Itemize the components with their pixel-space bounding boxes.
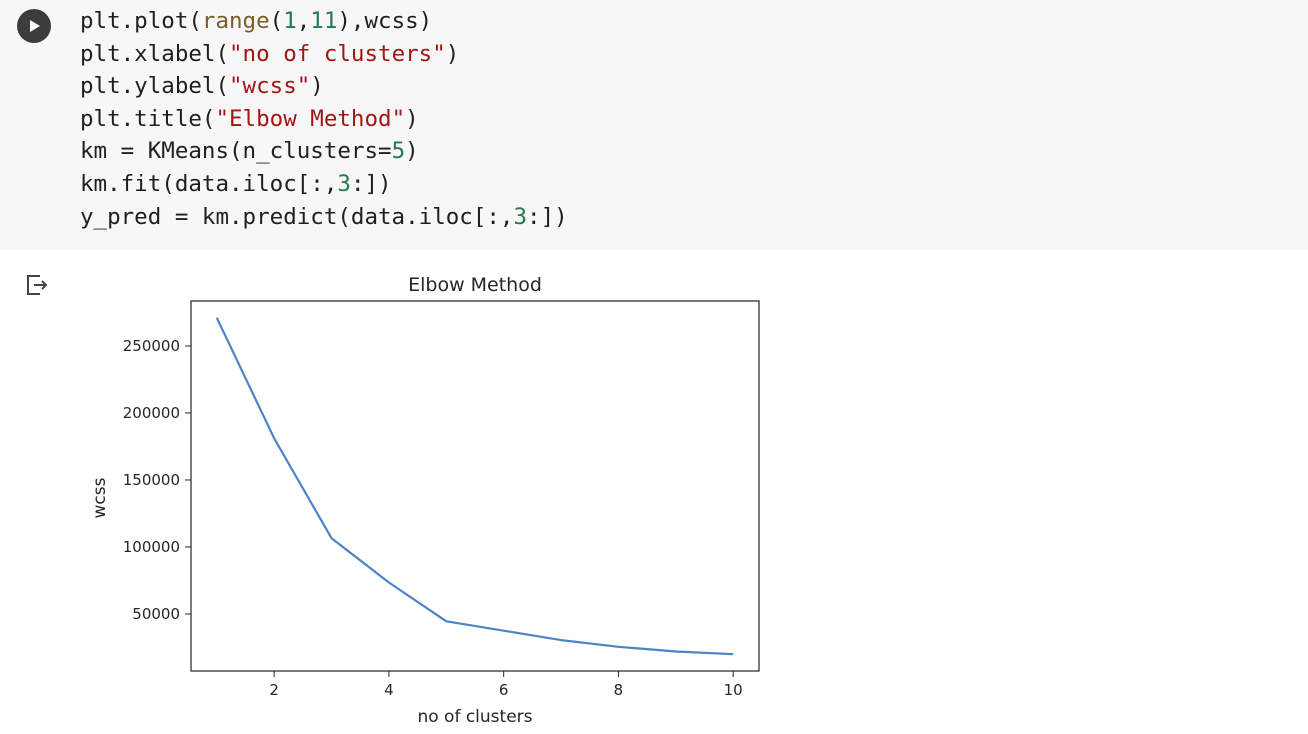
code-token: 5 [391,138,406,165]
series-line-wcss [215,317,734,656]
x-tick-label: 2 [269,681,279,699]
code-token: 11 [310,8,338,34]
code-token: km.fit(data.iloc[:, [80,170,338,197]
code-token: "Elbow Method" [215,105,406,132]
x-tick-label: 4 [384,681,394,699]
code-token: :]) [350,170,392,197]
code-token: ),wcss) [337,8,433,34]
x-axis-label: no of clusters [417,707,532,727]
output-arrow-icon [27,275,48,295]
y-axis-label: wcss [90,477,110,518]
code-token: "wcss" [229,73,311,100]
code-token: plt.ylabel( [80,73,230,100]
code-token: range [201,8,270,34]
run-cell-button[interactable] [17,9,51,43]
code-token: plt.xlabel( [80,40,230,67]
code-editor[interactable]: plt.plot(range(1,11),wcss) plt.xlabel("no… [80,5,568,233]
code-line[interactable]: plt.ylabel("wcss") [80,70,568,103]
code-line[interactable]: plt.title("Elbow Method") [80,103,568,136]
code-cell[interactable]: plt.plot(range(1,11),wcss) plt.xlabel("no… [0,0,1308,250]
y-tick-label: 50000 [132,605,180,623]
code-token: , [296,8,311,34]
code-token: ( [269,8,284,34]
code-token: "no of clusters" [229,40,446,67]
code-token: km = KMeans(n_clusters= [80,138,392,165]
y-tick-label: 100000 [123,538,180,556]
y-tick-label: 250000 [123,337,180,355]
y-tick-label: 200000 [123,404,180,422]
code-token: ) [445,40,460,67]
code-token: y_pred = km.predict(data.iloc[:, [80,203,514,230]
code-line[interactable]: plt.xlabel("no of clusters") [80,38,568,71]
plot-area-frame [190,300,760,672]
code-line[interactable]: y_pred = km.predict(data.iloc[:,3:]) [80,201,568,234]
code-token: :]) [527,203,568,230]
code-token: 3 [337,170,351,197]
x-tick-label: 10 [724,681,743,699]
code-token: ) [310,73,324,100]
code-line[interactable]: km.fit(data.iloc[:,3:]) [80,168,568,201]
code-line[interactable]: plt.plot(range(1,11),wcss) [80,5,568,38]
y-tick-label: 150000 [123,471,180,489]
x-tick-label: 6 [499,681,509,699]
code-token: plt.plot( [80,8,202,34]
code-token: ) [405,138,419,165]
x-tick-label: 8 [614,681,624,699]
elbow-chart: 2 4 6 8 10 50000 100000 150000 200000 250000 Elb… [90,274,760,727]
chart-title: Elbow Method [408,274,542,296]
code-token: plt.title( [80,105,216,132]
code-token: 1 [283,8,297,34]
code-token: 3 [513,203,528,230]
code-token: ) [405,105,419,132]
play-icon [30,20,40,32]
code-line[interactable]: km = KMeans(n_clusters=5) [80,135,568,168]
